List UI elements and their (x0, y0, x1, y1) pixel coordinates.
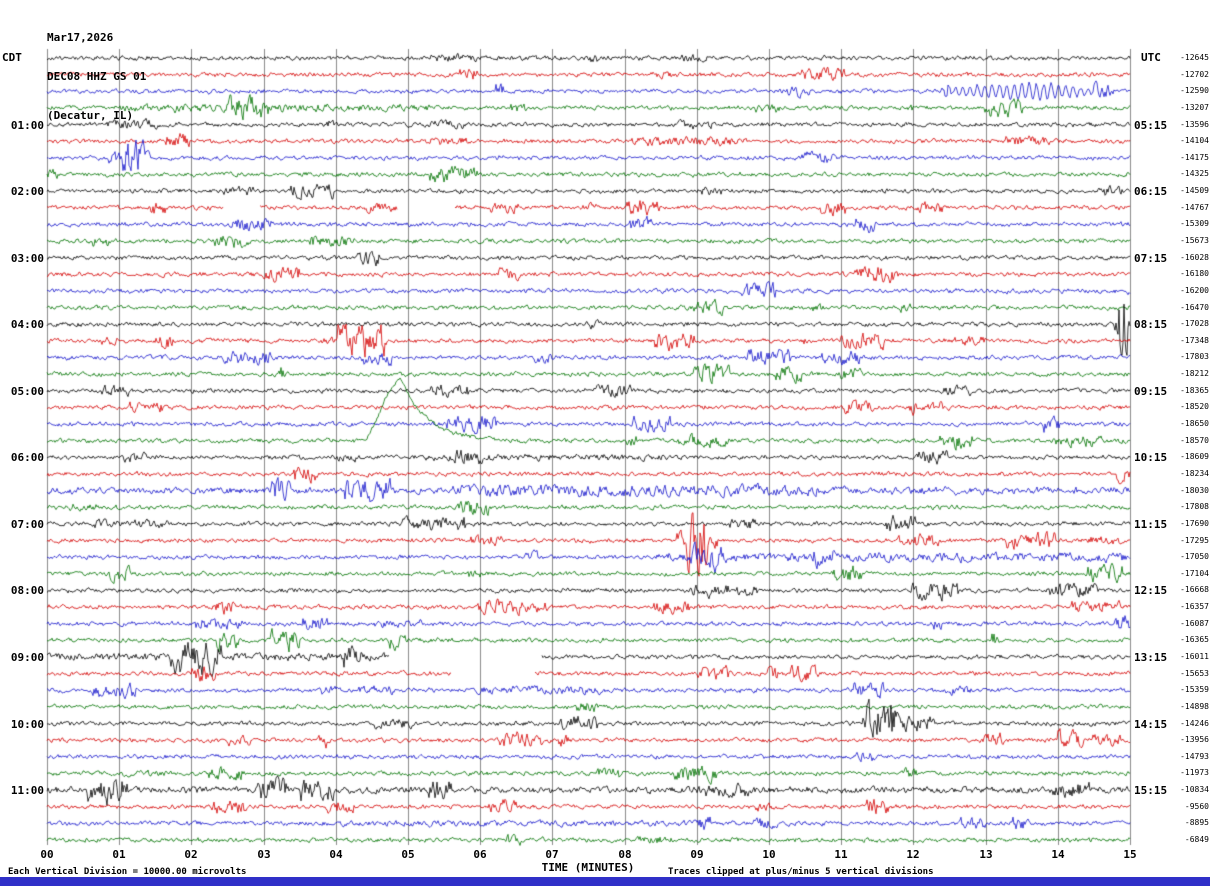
trace-offset-value: -17050 (1180, 552, 1209, 561)
trace-offset-value: -14325 (1180, 169, 1209, 178)
trace-offset-value: -17348 (1180, 336, 1209, 345)
utc-hour-label: 12:15 (1134, 584, 1168, 597)
header-date: Mar17,2026 (47, 31, 114, 44)
utc-hour-label: 06:15 (1134, 185, 1168, 198)
trace-offset-value: -18609 (1180, 452, 1209, 461)
trace-offset-value: -10834 (1180, 785, 1209, 794)
cdt-hour-label: 11:00 (10, 784, 44, 797)
utc-hour-label: 11:15 (1134, 518, 1168, 531)
utc-hour-label: 09:15 (1134, 385, 1168, 398)
trace-offset-value: -16470 (1180, 303, 1209, 312)
x-tick-label: 02 (184, 848, 198, 861)
trace-offset-value: -14175 (1180, 153, 1209, 162)
trace-offset-value: -17690 (1180, 519, 1209, 528)
right-axis-title: UTC (1141, 51, 1161, 64)
trace-offset-value: -16028 (1180, 253, 1209, 262)
x-tick-label: 14 (1051, 848, 1065, 861)
trace-offset-value: -18234 (1180, 469, 1209, 478)
trace-offset-value: -13596 (1180, 120, 1209, 129)
trace-offset-value: -15673 (1180, 236, 1209, 245)
x-tick-label: 15 (1123, 848, 1137, 861)
trace-offset-value: -16200 (1180, 286, 1209, 295)
trace-offset-value: -18212 (1180, 369, 1209, 378)
trace-offset-value: -13207 (1180, 103, 1209, 112)
bottom-blue-bar (0, 877, 1210, 886)
x-tick-label: 10 (762, 848, 776, 861)
x-tick-label: 12 (906, 848, 920, 861)
cdt-hour-label: 03:00 (10, 252, 44, 265)
trace-offset-value: -16180 (1180, 269, 1209, 278)
trace-offset-value: -6849 (1184, 835, 1209, 844)
trace-offset-value: -16087 (1180, 619, 1209, 628)
trace-offset-value: -12645 (1180, 53, 1209, 62)
trace-offset-value: -18365 (1180, 386, 1209, 395)
trace-offset-value: -12702 (1180, 70, 1209, 79)
utc-hour-label: 05:15 (1134, 119, 1168, 132)
trace-offset-value: -16365 (1180, 635, 1209, 644)
utc-hour-label: 10:15 (1134, 451, 1168, 464)
cdt-hour-label: 10:00 (10, 718, 44, 731)
trace-offset-value: -18650 (1180, 419, 1209, 428)
cdt-hour-label: 07:00 (10, 518, 44, 531)
trace-offset-value: -12590 (1180, 86, 1209, 95)
trace-offset-value: -13956 (1180, 735, 1209, 744)
x-tick-label: 09 (690, 848, 704, 861)
cdt-hour-label: 02:00 (10, 185, 44, 198)
cdt-hour-label: 06:00 (10, 451, 44, 464)
trace-offset-value: -8895 (1184, 818, 1209, 827)
trace-offset-value: -9560 (1184, 802, 1209, 811)
x-tick-label: 13 (979, 848, 993, 861)
utc-hour-label: 07:15 (1134, 252, 1168, 265)
trace-offset-value: -18030 (1180, 486, 1209, 495)
x-tick-label: 11 (834, 848, 848, 861)
trace-offset-value: -14509 (1180, 186, 1209, 195)
trace-offset-value: -15653 (1180, 669, 1209, 678)
x-tick-label: 03 (257, 848, 271, 861)
header-location: (Decatur, IL) (47, 109, 134, 122)
trace-offset-value: -15309 (1180, 219, 1209, 228)
trace-offset-value: -15359 (1180, 685, 1209, 694)
trace-offset-value: -17803 (1180, 352, 1209, 361)
x-tick-label: 05 (401, 848, 415, 861)
cdt-hour-label: 05:00 (10, 385, 44, 398)
x-axis-title: TIME (MINUTES) (541, 861, 635, 874)
x-tick-label: 04 (329, 848, 343, 861)
left-axis-title: CDT (2, 51, 22, 64)
x-tick-label: 07 (545, 848, 559, 861)
x-tick-label: 01 (112, 848, 126, 861)
trace-offset-value: -16668 (1180, 585, 1209, 594)
utc-hour-label: 14:15 (1134, 718, 1168, 731)
x-tick-label: 08 (618, 848, 632, 861)
header-station: DEC08 HHZ GS 01 (47, 70, 147, 83)
trace-offset-value: -14246 (1180, 719, 1209, 728)
trace-offset-value: -17808 (1180, 502, 1209, 511)
trace-offset-value: -16011 (1180, 652, 1209, 661)
trace-offset-value: -14898 (1180, 702, 1209, 711)
trace-offset-value: -18520 (1180, 402, 1209, 411)
x-tick-label: 06 (473, 848, 487, 861)
trace-offset-value: -17104 (1180, 569, 1209, 578)
utc-hour-label: 13:15 (1134, 651, 1168, 664)
trace-offset-value: -11973 (1180, 768, 1209, 777)
plot-header: Mar17,2026 DEC08 HHZ GS 01 (Decatur, IL) (47, 5, 146, 148)
footer-clip-note: Traces clipped at plus/minus 5 vertical … (668, 867, 934, 877)
trace-offset-value: -16357 (1180, 602, 1209, 611)
trace-offset-value: -14104 (1180, 136, 1209, 145)
footer-scale-note: Each Vertical Division = 10000.00 microv… (8, 867, 247, 877)
utc-hour-label: 08:15 (1134, 318, 1168, 331)
trace-offset-value: -14793 (1180, 752, 1209, 761)
cdt-hour-label: 04:00 (10, 318, 44, 331)
trace-offset-value: -14767 (1180, 203, 1209, 212)
trace-offset-value: -17295 (1180, 536, 1209, 545)
trace-offset-value: -18570 (1180, 436, 1209, 445)
cdt-hour-label: 08:00 (10, 584, 44, 597)
utc-hour-label: 15:15 (1134, 784, 1168, 797)
cdt-hour-label: 09:00 (10, 651, 44, 664)
trace-offset-value: -17028 (1180, 319, 1209, 328)
x-tick-label: 00 (40, 848, 54, 861)
cdt-hour-label: 01:00 (10, 119, 44, 132)
